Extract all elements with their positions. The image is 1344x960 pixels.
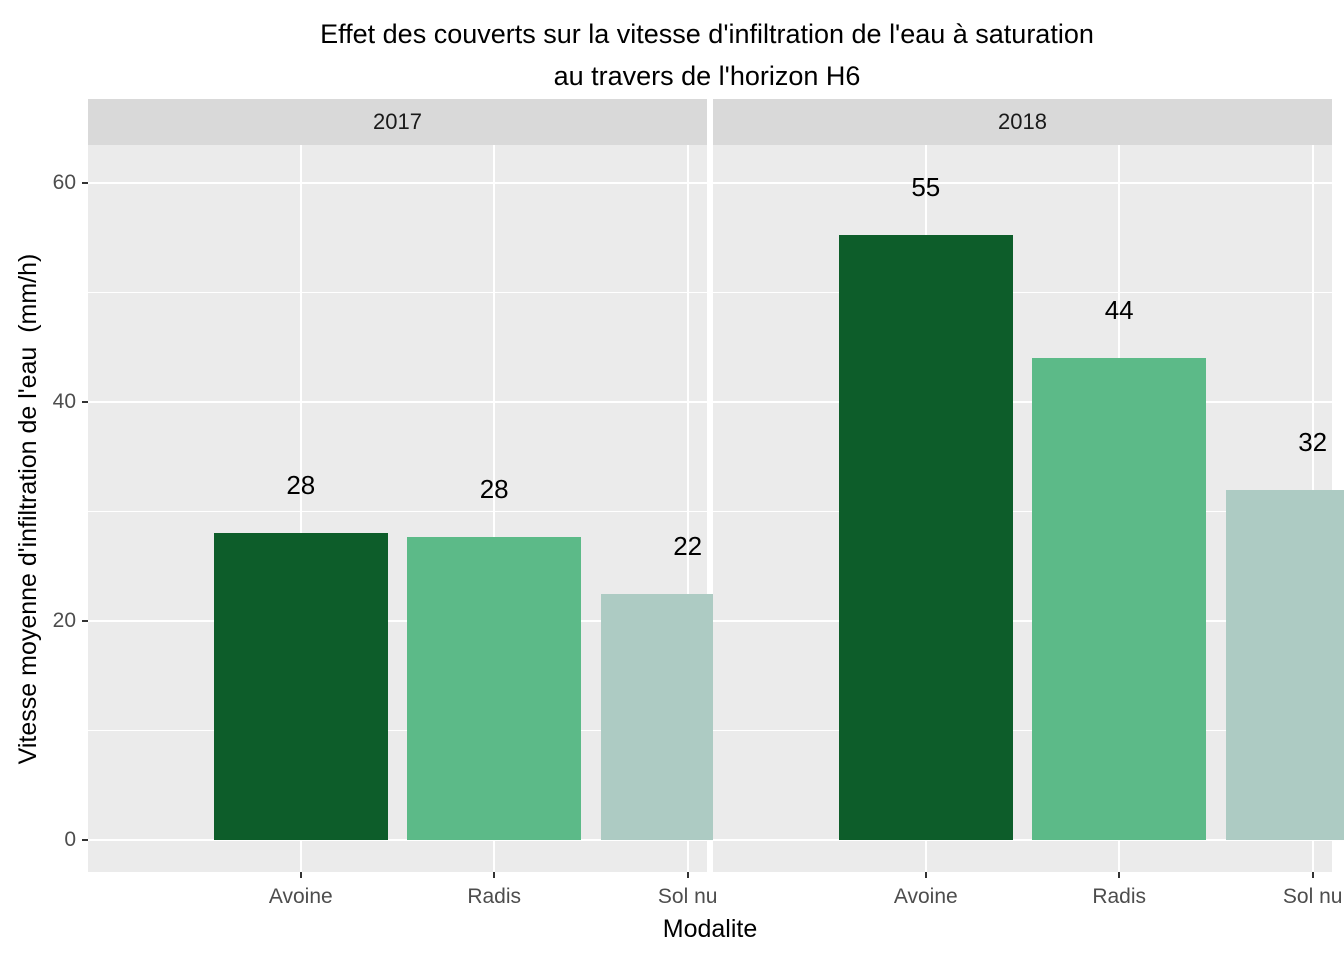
y-tick-mark: [82, 401, 88, 403]
x-tick-mark: [686, 872, 689, 878]
bar-value-label: 32: [1298, 426, 1328, 457]
y-tick-label: 60: [52, 171, 76, 194]
chart-title-line2: au travers de l'horizon H6: [553, 61, 861, 91]
facet-strip: 2018: [713, 99, 1332, 145]
x-tick-mark: [493, 872, 496, 878]
gridline-minor: [713, 511, 1332, 512]
bar: [213, 533, 388, 840]
facet-panel: 55 44 32: [713, 145, 1344, 872]
facet-strip-label: 2017: [373, 109, 422, 134]
y-tick-mark: [82, 620, 88, 622]
bar: [1032, 358, 1207, 840]
bar: [1225, 489, 1344, 840]
bar-value-label: 44: [1104, 295, 1134, 326]
gridline-major: [713, 401, 1332, 403]
gridline-minor: [713, 292, 1332, 293]
x-tick-label: Radis: [1092, 885, 1147, 908]
facet-panel: 28 28 22: [88, 145, 775, 872]
bar-value-label: 28: [479, 473, 509, 504]
gridline-major: [88, 401, 707, 403]
gridline-minor: [88, 292, 707, 293]
gridline-vertical: [493, 145, 496, 872]
gridline-major: [713, 839, 1332, 841]
gridline-major: [88, 182, 707, 184]
chart-title-line1: Effet des couverts sur la vitesse d'infi…: [320, 19, 1094, 49]
x-axis-title: Modalite: [662, 915, 758, 943]
x-tick-mark: [299, 872, 302, 878]
gridline-minor: [713, 730, 1332, 731]
bar-value-label: 28: [286, 470, 316, 501]
y-tick-label: 40: [52, 390, 76, 413]
x-tick-mark: [924, 872, 927, 878]
x-tick-label: Radis: [467, 885, 522, 908]
bar-value-label: 55: [911, 171, 941, 202]
gridline-vertical: [686, 145, 689, 872]
y-axis-title: Vitesse moyenne d'infiltration de l'eau …: [14, 253, 42, 765]
x-tick-mark: [1311, 872, 1314, 878]
y-tick-label: 0: [64, 828, 76, 851]
facet-strip-label: 2018: [998, 109, 1047, 134]
x-tick-label: Avoine: [893, 885, 958, 908]
gridline-major: [88, 620, 707, 622]
y-tick-mark: [82, 839, 88, 841]
x-tick-label: Sol nu: [1282, 885, 1343, 908]
y-tick-label: 20: [52, 609, 76, 632]
gridline-minor: [88, 511, 707, 512]
y-tick-mark: [82, 182, 88, 184]
x-tick-mark: [1118, 872, 1121, 878]
gridline-minor: [88, 730, 707, 731]
gridline-major: [713, 182, 1332, 184]
gridline-major: [713, 620, 1332, 622]
x-tick-label: Avoine: [268, 885, 333, 908]
chart-title: Effet des couverts sur la vitesse d'infi…: [70, 13, 1344, 97]
gridline-major: [88, 839, 707, 841]
bar: [407, 536, 582, 840]
facet-strip: 2017: [88, 99, 707, 145]
x-tick-label: Sol nu: [657, 885, 718, 908]
gridline-vertical: [299, 145, 302, 872]
bar-value-label: 22: [673, 530, 703, 561]
bar: [838, 234, 1013, 840]
